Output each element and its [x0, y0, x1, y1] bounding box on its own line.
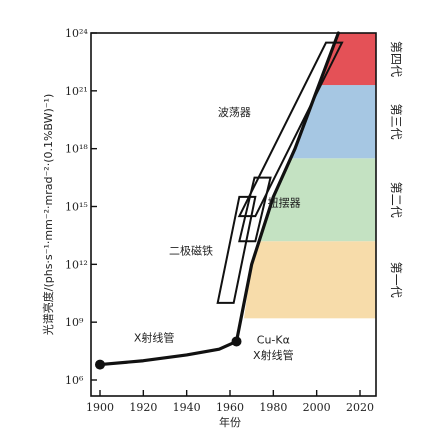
source-brackets: [216, 41, 344, 304]
plot-frame: [90, 32, 377, 397]
curve-markers: [95, 336, 242, 370]
y-tick-label-12: 10¹²: [65, 258, 88, 271]
annotation-2: Cu-Kα: [257, 333, 290, 346]
band-label-1: 第一代: [389, 262, 403, 298]
y-axis-title: 光谱亮度/(phs·s⁻¹·mm⁻²·mrad⁻²·(0.1%BW)⁻¹): [41, 94, 55, 336]
brightness-curve: [98, 31, 340, 367]
marker-2: [231, 336, 242, 347]
band-label-2: 第二代: [389, 182, 403, 218]
x-tick-label-1900: 1900: [86, 401, 114, 414]
x-tick-label-1960: 1960: [216, 401, 244, 414]
y-tick-label-21: 10²¹: [65, 85, 88, 98]
x-tick-label-2000: 2000: [303, 401, 331, 414]
bracket-3: [237, 41, 344, 218]
x-tick-label-2020: 2020: [346, 401, 374, 414]
annotation-6: 波荡器: [218, 106, 251, 119]
annotation-3: X射线管: [253, 348, 294, 362]
y-tick-label-6: 10⁶: [65, 374, 84, 387]
band-mask: [244, 33, 339, 319]
annotation-1: X射线管: [134, 330, 175, 344]
y-tick-label-9: 10⁹: [65, 316, 84, 329]
series-line-1: [98, 339, 239, 367]
plot-border: [90, 32, 377, 397]
x-axis-title: 年份: [219, 415, 241, 429]
x-tick-label-1940: 1940: [173, 401, 201, 414]
axis-ticks: 1900 1920 1940 1960 1980 2000 2020 10⁶ 10⁹ 10¹² 10…: [41, 27, 374, 429]
series-line-2: [234, 31, 340, 344]
band-1: [244, 241, 376, 319]
y-tick-label-18: 10¹⁸: [65, 143, 88, 156]
band-label-4: 第四代: [389, 41, 403, 77]
y-tick-label-24: 10²⁴: [65, 27, 88, 40]
bracket-2: [238, 176, 272, 243]
chart-labels: X射线管 Cu-Kα X射线管 二极磁铁 扭摆器 波荡器: [134, 106, 301, 362]
annotation-5: 扭摆器: [268, 196, 301, 210]
x-tick-label-1920: 1920: [129, 401, 157, 414]
marker-1: [95, 359, 105, 370]
y-tick-label-15: 10¹⁵: [65, 201, 88, 214]
bracket-1: [216, 195, 257, 304]
band-label-3: 第三代: [389, 104, 403, 140]
annotation-4: 二极磁铁: [169, 244, 213, 258]
x-tick-label-1980: 1980: [259, 401, 287, 414]
